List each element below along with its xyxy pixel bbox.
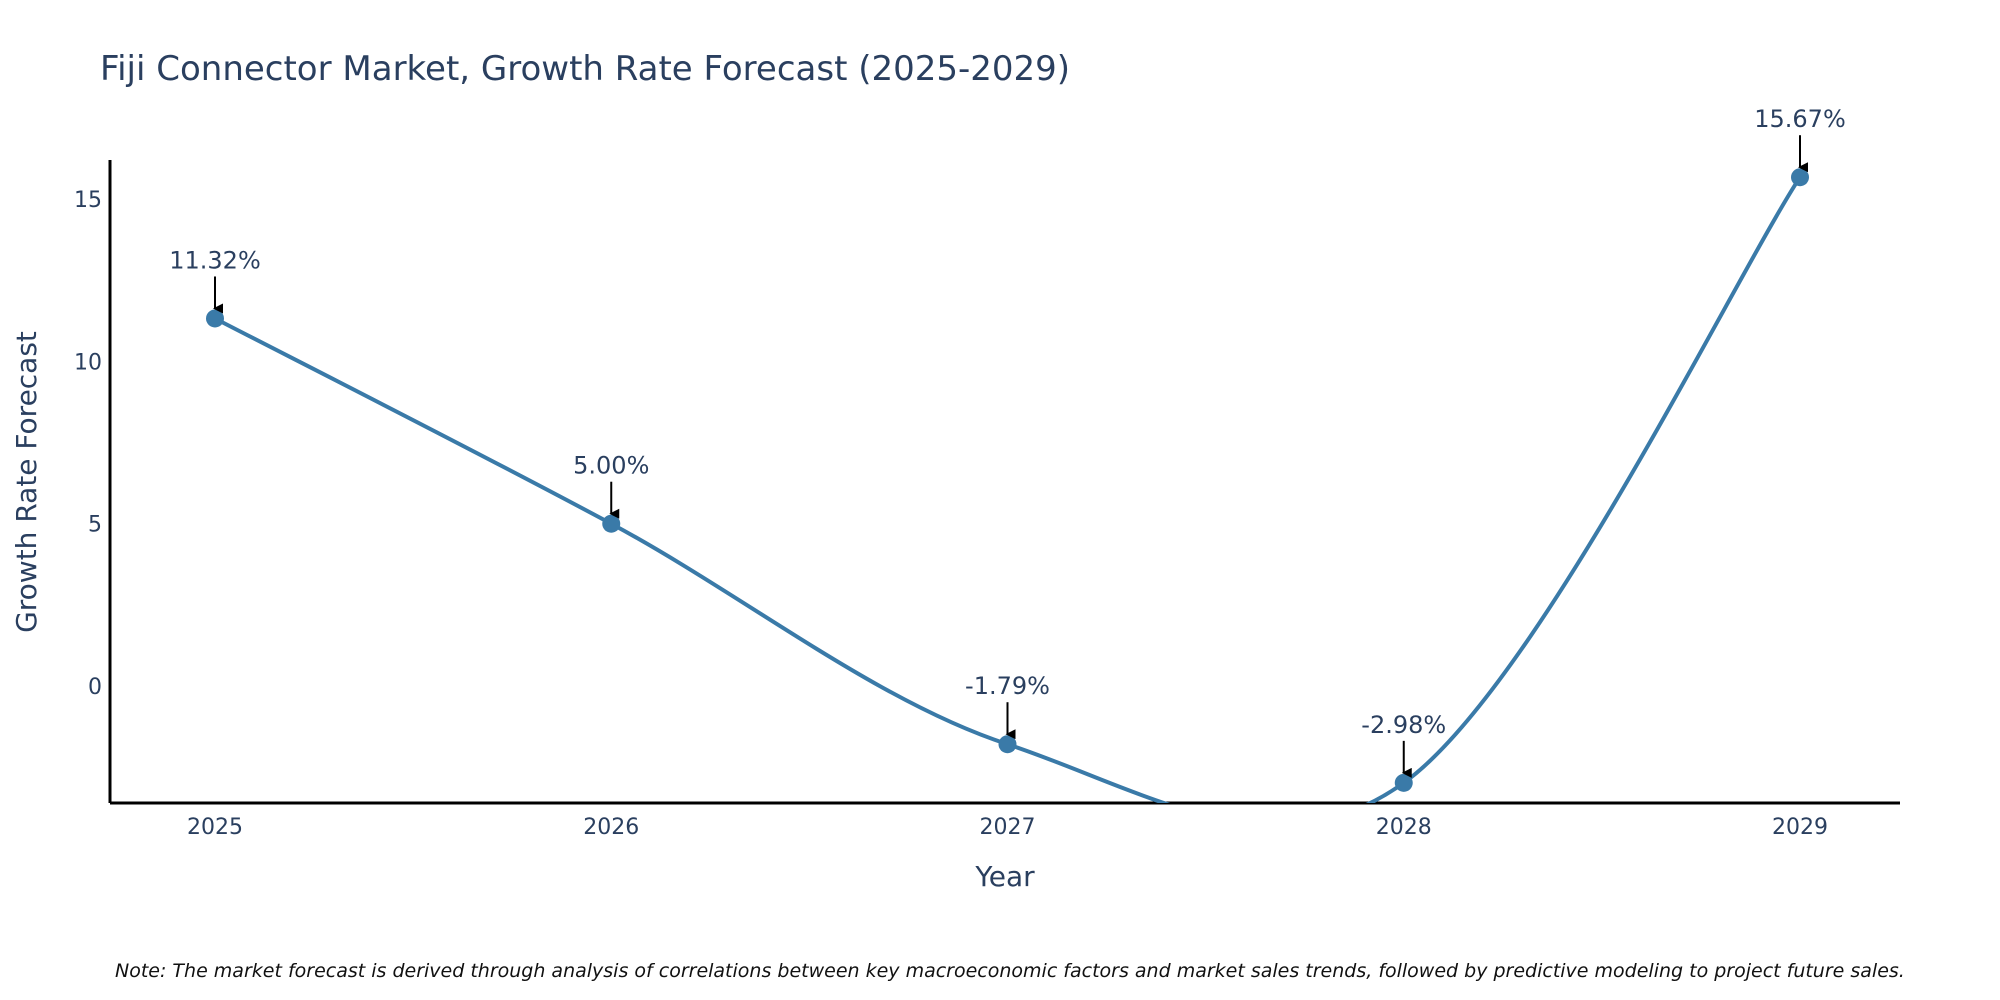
x-axis-ticks: 2025 2026 2027 2028 2029 xyxy=(187,815,1828,840)
chart-note: Note: The market forecast is derived thr… xyxy=(115,960,1905,982)
data-point-2028 xyxy=(1394,773,1413,792)
y-tick-label: 0 xyxy=(88,675,102,700)
data-label-2028: -2.98% xyxy=(1361,711,1446,739)
data-label-2026: 5.00% xyxy=(573,452,649,480)
data-label-2029: 15.67% xyxy=(1754,105,1846,133)
y-tick-label: 15 xyxy=(74,188,102,213)
data-point-2026 xyxy=(602,514,621,533)
data-point-2029 xyxy=(1791,168,1809,187)
data-point-2025 xyxy=(206,309,224,328)
x-tick-label: 2026 xyxy=(583,815,639,840)
data-label-2025: 11.32% xyxy=(169,246,261,274)
data-point-2027 xyxy=(998,735,1017,754)
x-tick-label: 2028 xyxy=(1376,815,1432,840)
x-tick-label: 2029 xyxy=(1772,815,1828,840)
data-annotations: 11.32% 5.00% -1.79% -2.98% 15.67% xyxy=(169,105,1846,778)
y-axis-ticks: 0 5 10 15 xyxy=(74,188,102,700)
y-tick-label: 10 xyxy=(74,350,102,375)
x-tick-label: 2027 xyxy=(980,815,1036,840)
growth-rate-line xyxy=(213,175,1802,803)
chart-title: Fiji Connector Market, Growth Rate Forec… xyxy=(100,49,1070,89)
data-label-2027: -1.79% xyxy=(965,672,1050,700)
x-axis-title: Year xyxy=(974,860,1035,893)
y-axis-title: Growth Rate Forecast xyxy=(10,331,43,633)
y-tick-label: 5 xyxy=(88,513,102,538)
data-points xyxy=(206,168,1809,792)
x-tick-label: 2025 xyxy=(187,815,243,840)
